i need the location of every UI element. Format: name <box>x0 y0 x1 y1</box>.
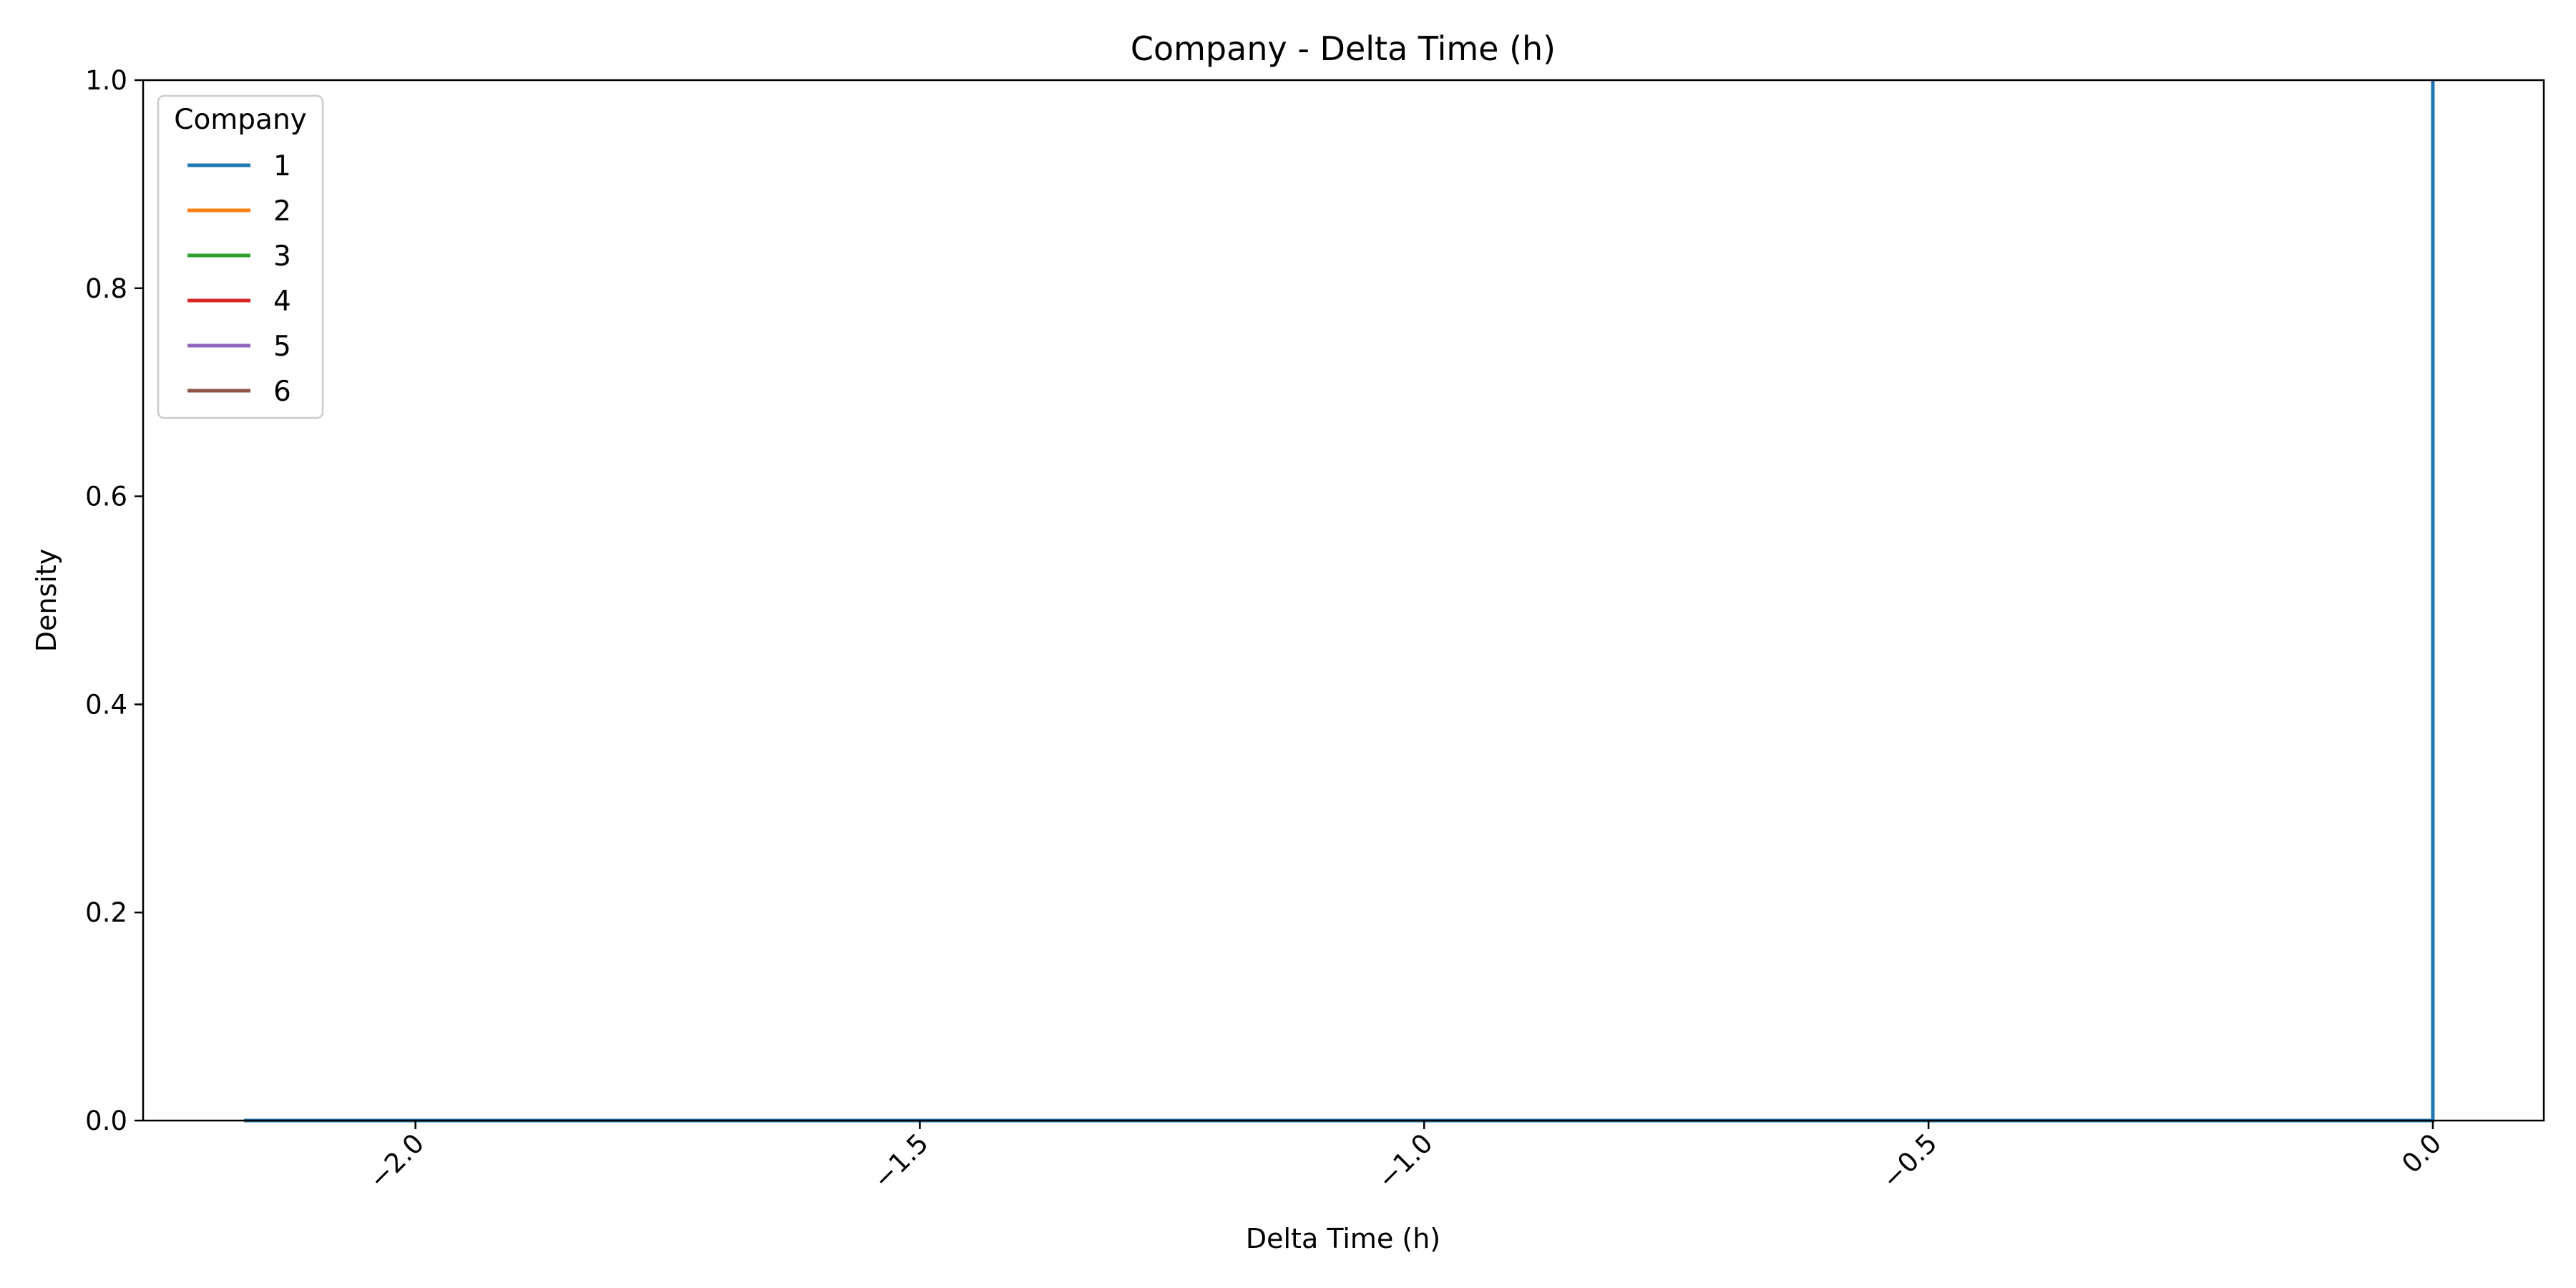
chart-title: Company - Delta Time (h) <box>1131 29 1556 68</box>
x-tick-label: −2.0 <box>363 1128 430 1195</box>
x-tick-label: −0.5 <box>1876 1128 1943 1195</box>
legend-label-company-2: 2 <box>273 195 291 228</box>
plot-frame <box>142 79 2545 1122</box>
x-tick-label: 0.0 <box>2396 1128 2447 1179</box>
x-axis-label: Delta Time (h) <box>1246 1223 1440 1254</box>
y-tick-label: 1.0 <box>85 65 127 96</box>
x-tick-label: −1.5 <box>867 1128 935 1195</box>
legend-label-company-6: 6 <box>273 376 291 408</box>
y-tick-label: 0.8 <box>85 273 127 304</box>
x-tick-label: −1.0 <box>1372 1128 1439 1195</box>
y-axis: 0.0 0.2 0.4 0.6 0.8 1.0 <box>85 65 143 1136</box>
y-tick-label: 0.0 <box>85 1106 127 1136</box>
y-axis-label: Density <box>31 549 62 652</box>
series-line-company-1 <box>243 80 2435 1123</box>
series-layer <box>243 80 2435 1123</box>
y-tick-label: 0.2 <box>85 897 127 928</box>
legend-label-company-4: 4 <box>273 286 291 318</box>
legend: Company 1 2 3 4 5 6 <box>157 94 324 419</box>
legend-title: Company <box>174 104 307 136</box>
y-tick-label: 0.4 <box>85 689 127 720</box>
y-tick-label: 0.6 <box>85 482 127 512</box>
legend-label-company-5: 5 <box>273 331 291 363</box>
legend-label-company-3: 3 <box>273 240 291 273</box>
x-axis: −2.0 −1.5 −1.0 −0.5 0.0 <box>363 1121 2447 1195</box>
legend-items: 1 2 3 4 5 6 <box>187 150 291 408</box>
legend-label-company-1: 1 <box>273 150 291 182</box>
